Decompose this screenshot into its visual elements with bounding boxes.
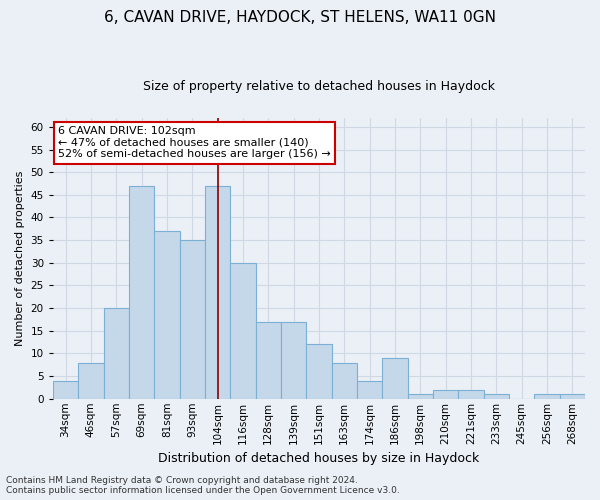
Bar — [382, 358, 407, 399]
Y-axis label: Number of detached properties: Number of detached properties — [15, 170, 25, 346]
Bar — [306, 344, 332, 399]
Bar — [154, 231, 179, 399]
Bar — [560, 394, 585, 399]
Bar — [433, 390, 458, 399]
Bar — [129, 186, 154, 399]
Title: Size of property relative to detached houses in Haydock: Size of property relative to detached ho… — [143, 80, 495, 93]
Bar — [458, 390, 484, 399]
Bar — [484, 394, 509, 399]
Bar — [332, 362, 357, 399]
Bar — [179, 240, 205, 399]
Bar — [407, 394, 433, 399]
Bar — [256, 322, 281, 399]
Bar — [230, 263, 256, 399]
Bar — [205, 186, 230, 399]
Bar — [357, 380, 382, 399]
X-axis label: Distribution of detached houses by size in Haydock: Distribution of detached houses by size … — [158, 452, 479, 465]
Text: 6 CAVAN DRIVE: 102sqm
← 47% of detached houses are smaller (140)
52% of semi-det: 6 CAVAN DRIVE: 102sqm ← 47% of detached … — [58, 126, 331, 160]
Bar — [104, 308, 129, 399]
Bar — [78, 362, 104, 399]
Text: Contains HM Land Registry data © Crown copyright and database right 2024.
Contai: Contains HM Land Registry data © Crown c… — [6, 476, 400, 495]
Text: 6, CAVAN DRIVE, HAYDOCK, ST HELENS, WA11 0GN: 6, CAVAN DRIVE, HAYDOCK, ST HELENS, WA11… — [104, 10, 496, 25]
Bar — [53, 380, 78, 399]
Bar — [281, 322, 306, 399]
Bar — [535, 394, 560, 399]
